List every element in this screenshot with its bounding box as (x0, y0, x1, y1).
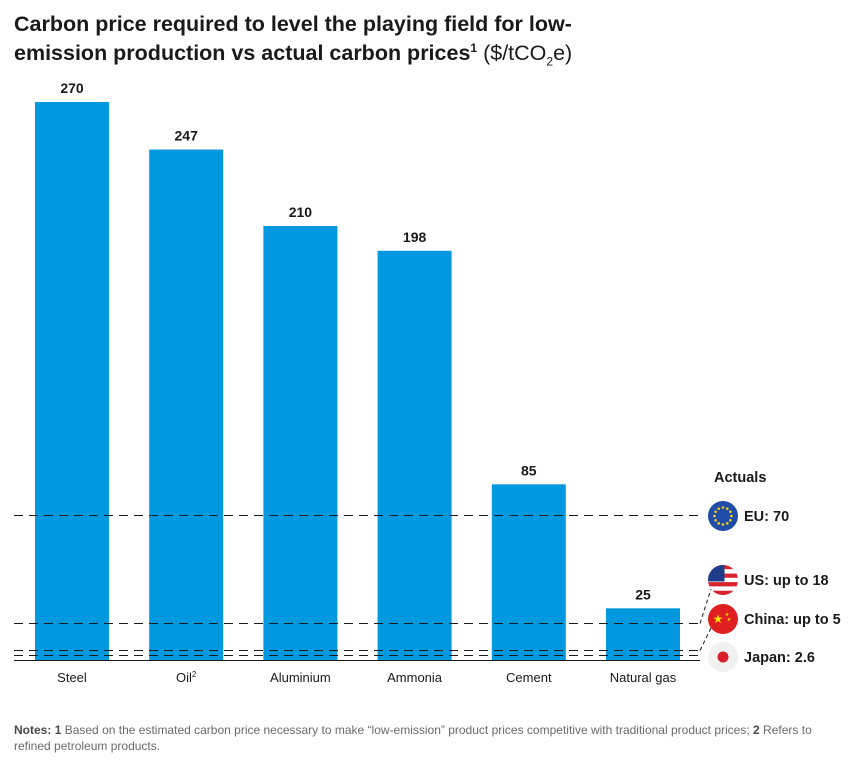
bar-cement (491, 484, 566, 660)
bar-oil (149, 149, 224, 661)
chart-notes: Notes: 1 Based on the estimated carbon p… (14, 722, 844, 754)
value-label: 210 (289, 204, 313, 220)
value-label: 85 (521, 462, 537, 478)
actuals-heading: Actuals (714, 470, 766, 486)
svg-text:★: ★ (727, 617, 732, 623)
category-label: Oil2 (176, 670, 197, 685)
china-flag-icon: ★ ★★ (708, 604, 738, 634)
bar-ammonia (377, 250, 452, 661)
bar-natural-gas (606, 608, 680, 660)
category-label: Aluminium (270, 670, 331, 685)
bar-chart: 270 Steel 247 Oil2 210 Aluminium 198 Ammonia 85 C… (14, 80, 841, 685)
category-label: Ammonia (387, 670, 443, 685)
notes-prefix: Notes: (14, 723, 52, 737)
unit-suffix: e) (553, 41, 573, 65)
value-label: 247 (175, 128, 199, 144)
note-2-number: 2 (753, 723, 760, 737)
value-label: 270 (60, 80, 84, 96)
category-label: Natural gas (610, 670, 677, 685)
bar-aluminium (263, 226, 338, 660)
category-label: Steel (57, 670, 87, 685)
chart-title: Carbon price required to level the playi… (14, 10, 654, 68)
us-flag-icon (708, 565, 738, 595)
title-line-1: Carbon price required to level the playi… (14, 12, 572, 36)
category-label: Cement (506, 670, 552, 685)
note-1-text: Based on the estimated carbon price nece… (61, 723, 754, 737)
svg-text:★: ★ (725, 612, 730, 618)
svg-text:★: ★ (713, 612, 724, 626)
title-unit: ($/tCO2e) (483, 41, 573, 69)
unit-prefix: ($/tCO (483, 41, 547, 65)
actual-price-label: Japan: 2.6 (744, 650, 815, 666)
reference-connector (699, 588, 712, 624)
unit-subscript: 2 (546, 54, 554, 69)
reference-connector (699, 627, 712, 651)
value-label: 198 (403, 229, 427, 245)
title-footnote-mark: 1 (470, 40, 478, 55)
title-line-2: emission production vs actual carbon pri… (14, 41, 471, 65)
note-1-number: 1 (54, 723, 62, 737)
value-label: 25 (635, 586, 651, 602)
category-superscript: 2 (192, 670, 197, 679)
eu-flag-icon (708, 501, 738, 531)
japan-flag-icon (708, 642, 738, 672)
bar-steel (35, 102, 109, 660)
note-2-text: Refers to refined petroleum products. (14, 723, 812, 753)
actual-price-label: China: up to 5 (744, 612, 841, 628)
actual-price-label: US: up to 18 (744, 573, 829, 589)
actual-price-label: EU: 70 (744, 509, 789, 525)
